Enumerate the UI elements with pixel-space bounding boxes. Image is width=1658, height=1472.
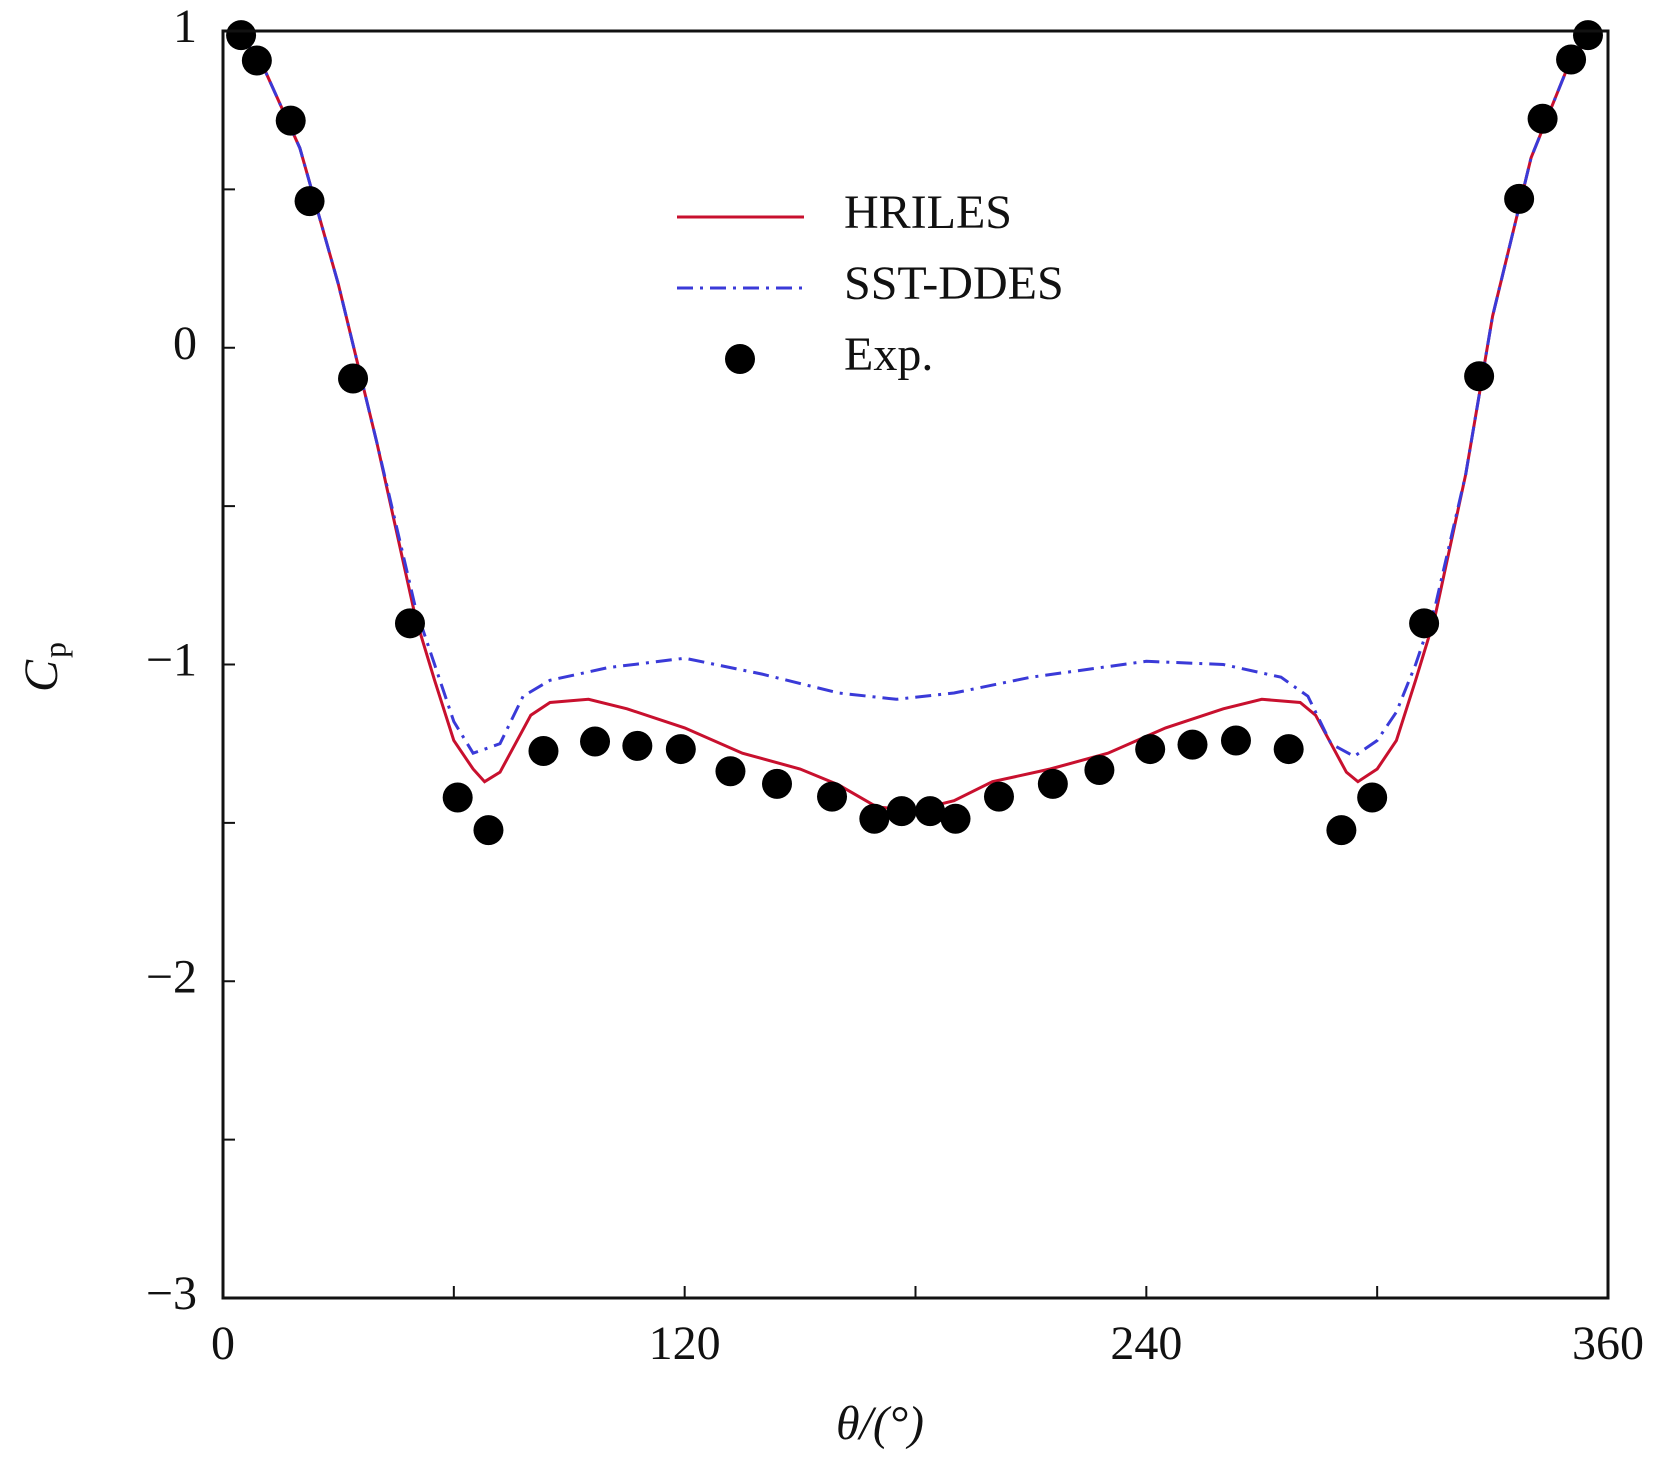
y-tick-label: 1 <box>173 0 197 53</box>
data-point <box>528 735 559 766</box>
data-point <box>1409 608 1440 639</box>
series-line <box>229 29 1590 812</box>
data-point <box>859 803 890 834</box>
y-tick-label: −1 <box>146 634 197 687</box>
series-line <box>229 29 1590 759</box>
data-point <box>715 756 746 787</box>
data-point <box>1504 183 1535 214</box>
data-point <box>1357 782 1388 813</box>
data-point <box>394 608 425 639</box>
data-point <box>665 734 696 765</box>
plot-frame <box>221 29 1610 1300</box>
data-point <box>915 796 946 827</box>
y-tick-label: 0 <box>173 317 197 370</box>
x-axis-label: θ/(°) <box>836 1397 924 1450</box>
data-point <box>622 730 653 761</box>
legend-label: SST-DDES <box>844 257 1064 310</box>
data-point <box>580 726 611 757</box>
data-point <box>1037 768 1068 799</box>
data-point <box>241 45 272 76</box>
data-point <box>442 782 473 813</box>
y-tick-label: −2 <box>146 950 197 1003</box>
legend-marker <box>725 344 755 374</box>
y-tick-label: −3 <box>146 1267 197 1320</box>
data-point <box>1572 20 1603 51</box>
data-point <box>294 186 325 217</box>
data-point <box>1273 734 1304 765</box>
data-point <box>338 363 369 394</box>
y-axis-label: C p <box>15 642 72 692</box>
data-point <box>275 105 306 136</box>
data-point <box>1527 103 1558 134</box>
data-point <box>940 803 971 834</box>
data-point <box>226 20 257 51</box>
data-point <box>886 796 917 827</box>
data-point <box>1177 729 1208 760</box>
data-point <box>1464 361 1495 392</box>
y-axis-label-main: C <box>15 659 68 692</box>
data-point <box>1220 725 1251 756</box>
data-point <box>473 815 504 846</box>
data-point <box>1556 44 1587 75</box>
y-axis-label-sub: p <box>36 642 72 658</box>
x-tick-label: 240 <box>1110 1317 1182 1370</box>
data-point <box>1135 734 1166 765</box>
data-point <box>1084 754 1115 785</box>
data-point <box>817 781 848 812</box>
data-point <box>983 781 1014 812</box>
x-tick-label: 0 <box>211 1317 235 1370</box>
x-tick-label: 120 <box>649 1317 721 1370</box>
x-tick-label: 360 <box>1572 1317 1644 1370</box>
legend-label: Exp. <box>844 328 933 381</box>
data-point <box>762 768 792 799</box>
legend-label: HRILES <box>844 186 1012 239</box>
data-point <box>1326 815 1357 846</box>
